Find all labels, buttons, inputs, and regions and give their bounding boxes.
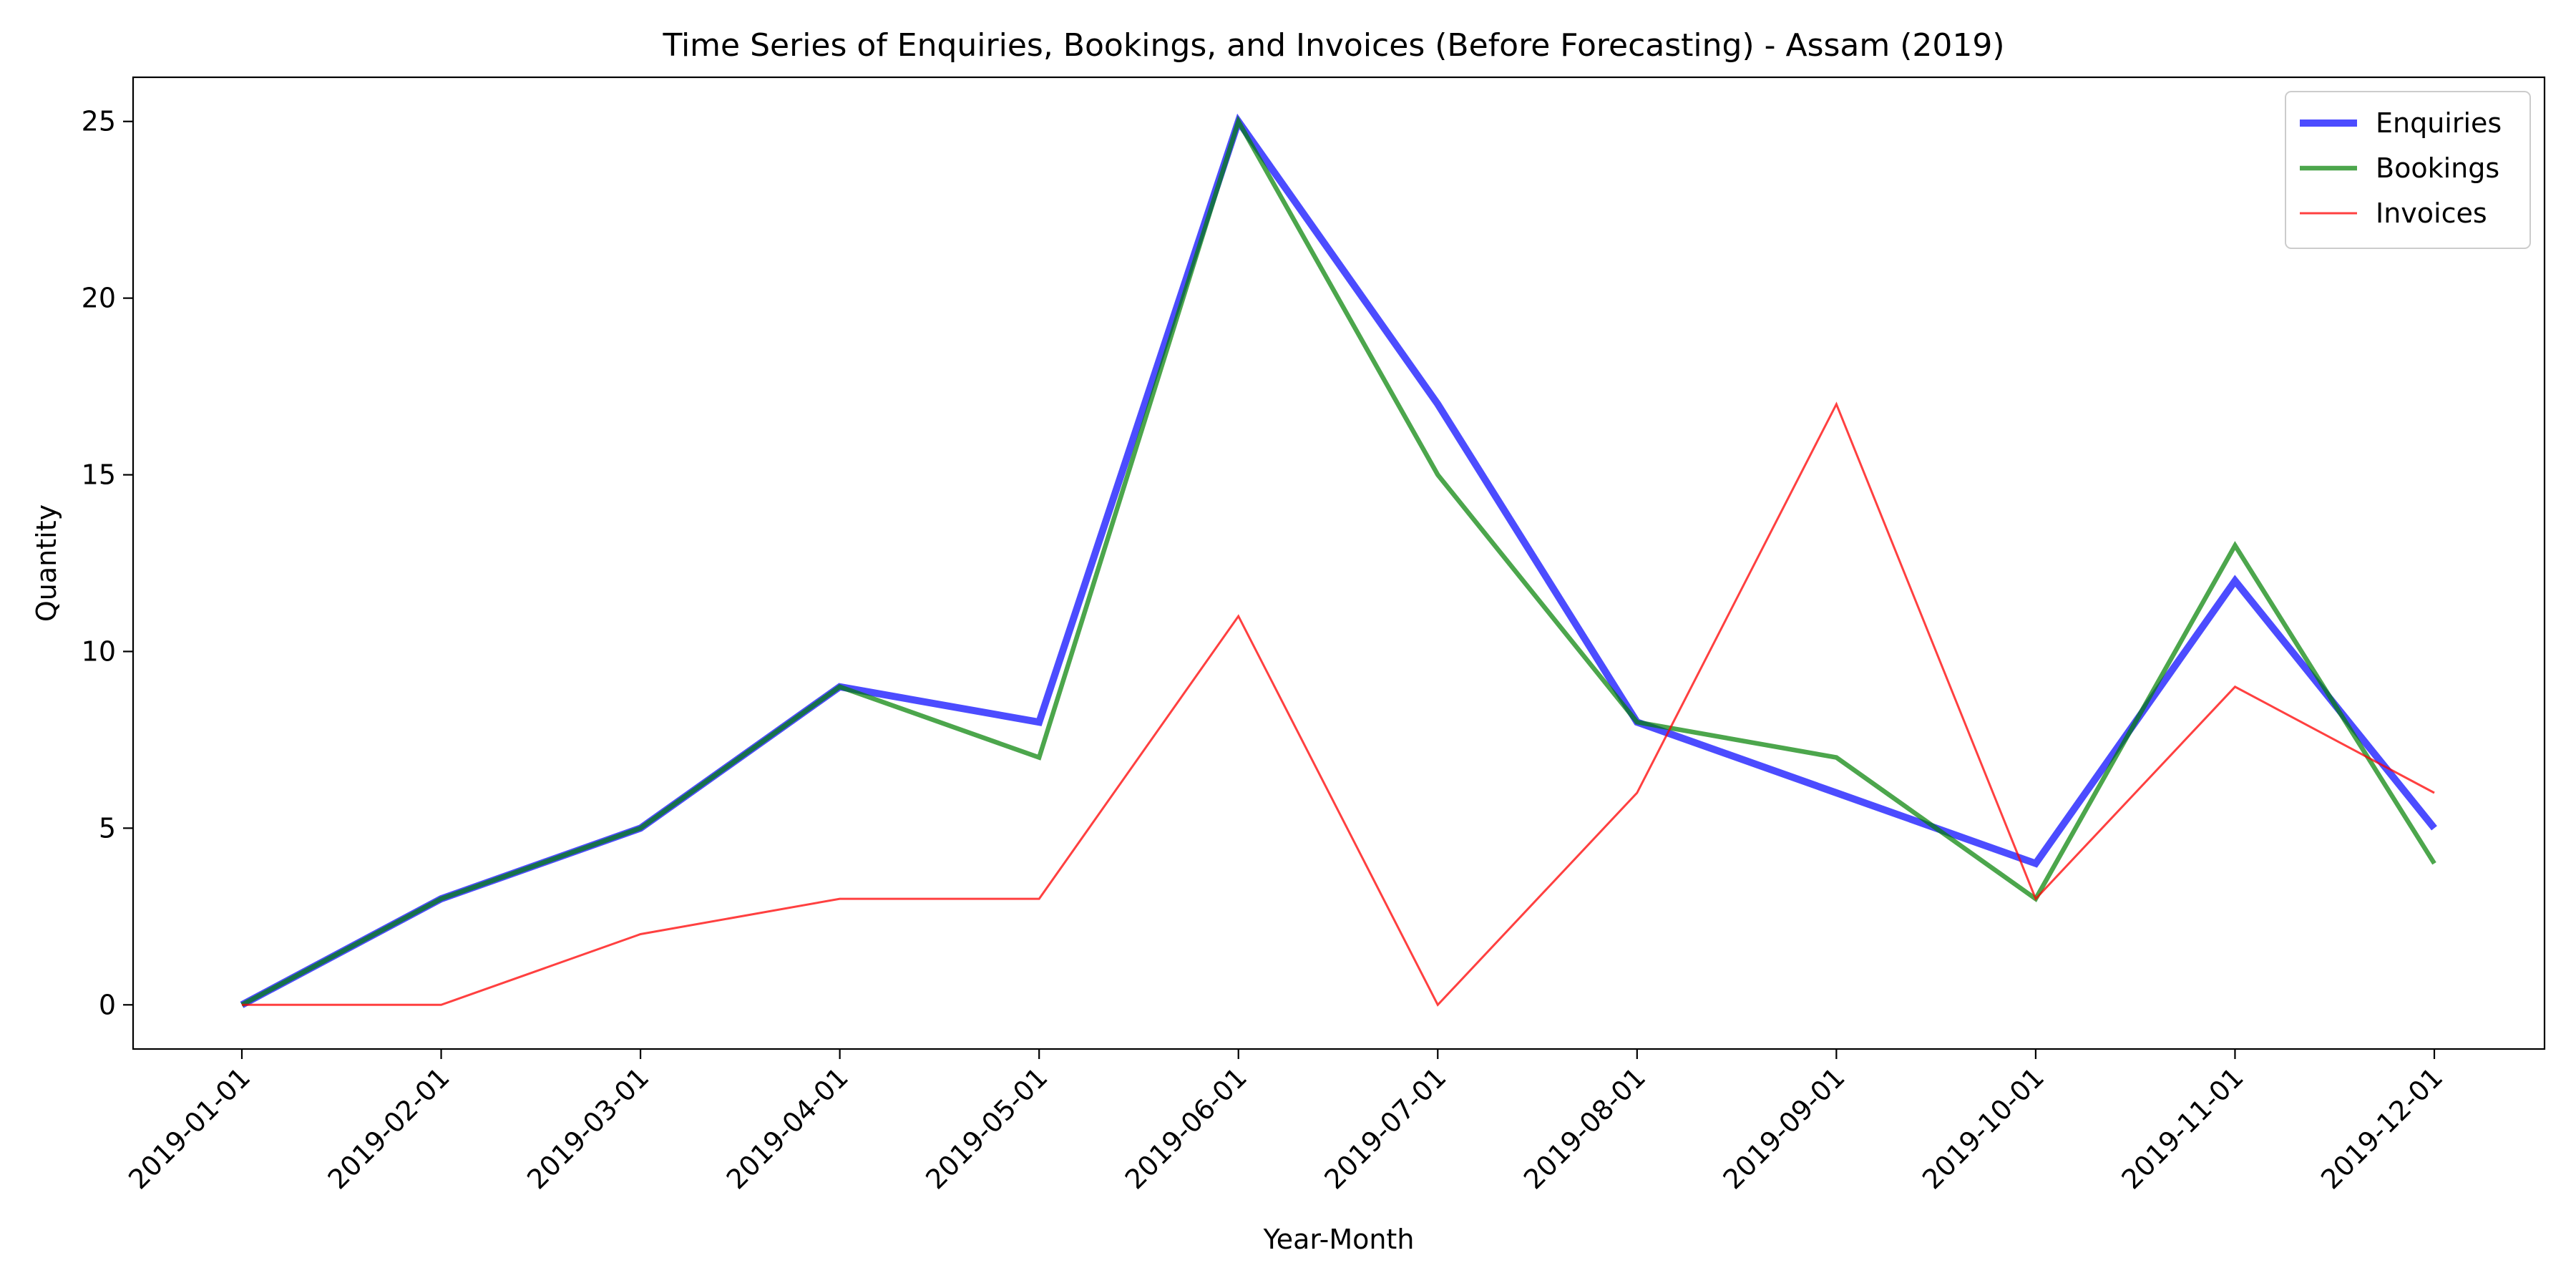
legend-box [2285, 91, 2531, 249]
legend: Enquiries Bookings Invoices [2285, 91, 2531, 249]
x-axis-label: Year-Month [1263, 1224, 1415, 1255]
series-line-invoices [242, 401, 2435, 1007]
plot-area [240, 113, 2437, 1008]
legend-label-enquiries: Enquiries [2376, 107, 2502, 139]
y-tick-label: 15 [82, 459, 116, 491]
series-line-bookings [240, 115, 2436, 1008]
y-tick-label: 25 [82, 106, 116, 137]
y-axis-label: Quantity [31, 504, 62, 622]
y-tick-label: 20 [82, 283, 116, 314]
legend-label-bookings: Bookings [2376, 152, 2499, 184]
y-axis: 0 5 10 15 20 25 [82, 106, 133, 1020]
y-tick-label: 0 [99, 989, 116, 1020]
y-tick-label: 10 [82, 635, 116, 667]
legend-label-invoices: Invoices [2376, 197, 2487, 229]
plot-frame [132, 76, 2546, 1050]
y-tick-label: 5 [99, 812, 116, 844]
chart-title: Time Series of Enquiries, Bookings, and … [662, 27, 2004, 64]
